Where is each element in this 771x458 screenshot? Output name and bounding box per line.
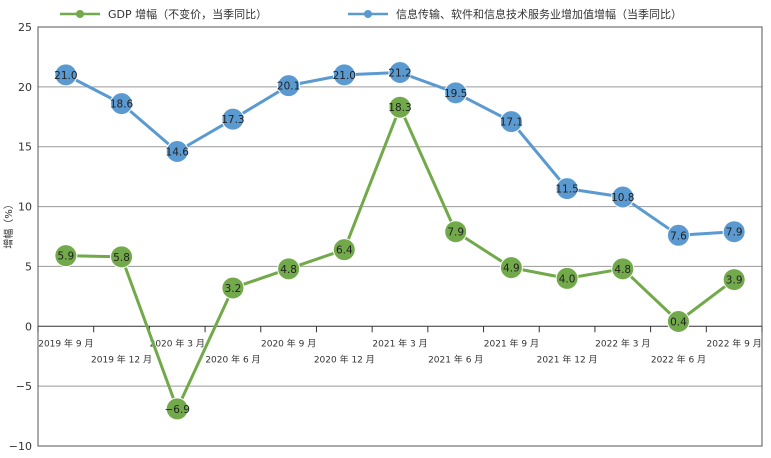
data-point (110, 92, 134, 116)
x-tick-label: 2021 年 12 月 (537, 353, 598, 365)
data-label: 21.0 (333, 70, 356, 82)
y-tick-label: −10 (9, 440, 32, 453)
data-label: 18.3 (388, 102, 411, 114)
y-axis-label: 增幅（%） (2, 199, 15, 249)
y-tick-label: 5 (25, 260, 32, 273)
y-tick-labels: 25 20 15 10 5 0 −5 −10 (9, 21, 32, 453)
data-point (666, 309, 690, 333)
data-point (388, 95, 412, 119)
data-label: 11.5 (555, 184, 578, 196)
data-label: 17.1 (500, 117, 523, 129)
data-label: 19.5 (444, 88, 467, 100)
data-point (54, 63, 78, 87)
data-label: 4.8 (614, 264, 631, 276)
data-label: 21.2 (388, 67, 411, 79)
legend-item-it: 信息传输、软件和信息技术服务业增加值增幅（当季同比） (348, 7, 682, 21)
gridlines (38, 86, 762, 387)
plot-frame (37, 26, 763, 447)
legend-swatch-gdp-marker (76, 10, 84, 18)
data-point (165, 140, 189, 164)
data-label: 7.9 (447, 227, 464, 239)
x-tick-label: 2020 年 3 月 (150, 337, 205, 349)
data-label: 0.4 (670, 316, 687, 328)
y-tick-label: 25 (18, 21, 32, 34)
y-tick-label: 10 (18, 201, 32, 214)
data-label: 3.2 (225, 283, 242, 295)
legend: GDP 增幅（不变价，当季同比） 信息传输、软件和信息技术服务业增加值增幅（当季… (60, 7, 682, 21)
series-1: 21.0 18.6 14.6 17.3 20.1 21.0 21.2 19.5 17.1 11.5… (54, 60, 746, 247)
data-point (555, 177, 579, 201)
data-point (165, 397, 189, 421)
series: 5.9 5.8 −6.9 3.2 4.8 6.4 18.3 7.9 4.9 4.0 4.8 0.4 3.… (54, 60, 746, 421)
data-label: 18.6 (110, 99, 134, 111)
data-point (499, 256, 523, 280)
data-label: 20.1 (277, 81, 300, 93)
data-point (277, 74, 301, 98)
data-label: 4.0 (559, 273, 576, 285)
series-0: 5.9 5.8 −6.9 3.2 4.8 6.4 18.3 7.9 4.9 4.0 4.8 0.4 3.… (54, 95, 746, 421)
data-label: 3.9 (726, 275, 743, 287)
x-tick-label: 2022 年 6 月 (651, 353, 706, 365)
data-label: 7.9 (726, 227, 743, 239)
x-tick-label: 2022 年 3 月 (595, 337, 650, 349)
data-label: 4.9 (503, 263, 520, 275)
data-label: 7.6 (670, 230, 687, 242)
data-point (444, 81, 468, 105)
data-point (110, 245, 134, 269)
legend-label-gdp: GDP 增幅（不变价，当季同比） (108, 7, 267, 21)
x-tick-label: 2021 年 3 月 (372, 337, 427, 349)
data-point (666, 223, 690, 247)
data-point (611, 257, 635, 281)
data-point (555, 266, 579, 290)
data-point (611, 185, 635, 209)
y-tick-label: 0 (25, 320, 32, 333)
data-point (722, 268, 746, 292)
y-tick-label: 20 (18, 81, 32, 94)
axes (37, 26, 763, 447)
x-tick-label: 2020 年 6 月 (205, 353, 260, 365)
data-label: 17.3 (221, 114, 244, 126)
data-point (388, 60, 412, 84)
x-tick-label: 2019 年 12 月 (91, 353, 152, 365)
data-point (221, 276, 245, 300)
data-point (499, 110, 523, 134)
data-point (332, 63, 356, 87)
data-label: 6.4 (336, 245, 353, 257)
data-label: 5.8 (113, 252, 130, 264)
data-point (722, 220, 746, 244)
x-tick-label: 2020 年 12 月 (314, 353, 375, 365)
legend-swatch-it-marker (364, 10, 372, 18)
data-label: −6.9 (164, 404, 190, 416)
y-tick-label: 15 (18, 141, 32, 154)
data-point (444, 220, 468, 244)
data-label: 4.8 (280, 264, 297, 276)
y-tick-label: −5 (16, 380, 32, 393)
legend-label-it: 信息传输、软件和信息技术服务业增加值增幅（当季同比） (396, 7, 682, 21)
data-point (332, 238, 356, 262)
x-tick-label: 2020 年 9 月 (261, 337, 316, 349)
data-point (277, 257, 301, 281)
x-tick-label: 2019 年 9 月 (38, 337, 93, 349)
x-tick-label: 2021 年 6 月 (428, 353, 483, 365)
legend-item-gdp: GDP 增幅（不变价，当季同比） (60, 7, 267, 21)
x-tick-label: 2021 年 9 月 (484, 337, 539, 349)
data-label: 14.6 (166, 147, 190, 159)
data-point (54, 244, 78, 268)
data-label: 10.8 (611, 192, 634, 204)
data-point (221, 107, 245, 131)
x-tick-label: 2022 年 9 月 (707, 337, 762, 349)
data-label: 5.9 (57, 251, 74, 263)
data-label: 21.0 (54, 70, 77, 82)
